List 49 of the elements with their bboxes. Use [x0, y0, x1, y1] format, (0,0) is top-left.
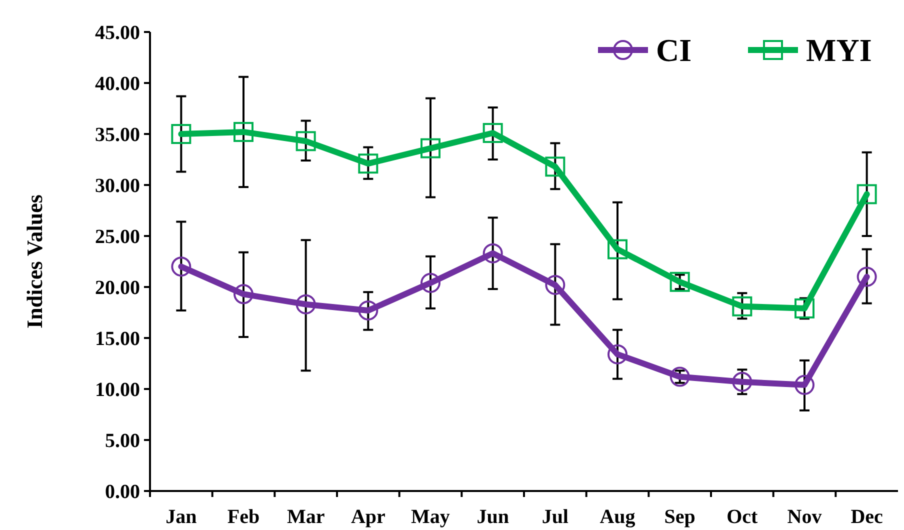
point: [358, 300, 378, 320]
point: [608, 239, 628, 260]
x-tick-label: Mar: [286, 506, 325, 528]
point: [794, 374, 814, 395]
y-tick-label: 15.00: [95, 328, 140, 350]
y-tick-label: 0.00: [105, 481, 140, 503]
y-axis-title: Indices Values: [22, 194, 47, 328]
x-tick-label: Jan: [166, 506, 197, 528]
x-tick-label: Dec: [850, 506, 884, 528]
x-tick-label: Jun: [476, 506, 509, 528]
x-tick-label: Oct: [726, 506, 758, 528]
y-tick-label: 25.00: [95, 226, 140, 248]
x-tick-label: Jul: [542, 506, 569, 528]
point: [296, 294, 316, 314]
point: [732, 296, 752, 316]
y-tick-label: 35.00: [95, 124, 140, 146]
x-tick-label: Aug: [600, 506, 636, 528]
point: [794, 298, 814, 318]
point: [545, 274, 566, 295]
x-tick-label: Apr: [350, 506, 386, 528]
x-tick-label: Nov: [787, 506, 822, 528]
point: [420, 138, 440, 158]
point: [670, 272, 690, 292]
point: [856, 266, 877, 287]
legend-label: MYI: [806, 32, 872, 68]
y-tick-label: 30.00: [95, 175, 140, 197]
y-tick-label: 10.00: [95, 379, 140, 401]
point: [856, 184, 877, 204]
y-tick-label: 5.00: [105, 430, 140, 452]
y-tick-label: 45.00: [95, 22, 140, 44]
point: [545, 156, 566, 177]
point: [296, 131, 316, 152]
x-tick-label: Feb: [227, 506, 260, 528]
point: [171, 256, 192, 277]
point: [234, 284, 254, 304]
point: [608, 344, 628, 364]
point: [171, 124, 192, 144]
y-tick-label: 40.00: [95, 73, 140, 95]
point: [420, 272, 440, 293]
point: [732, 372, 752, 392]
point: [670, 366, 690, 387]
point: [482, 243, 503, 264]
x-tick-label: Sep: [664, 506, 696, 528]
point: [358, 154, 378, 174]
point: [234, 122, 254, 142]
x-tick-label: May: [411, 506, 450, 528]
y-tick-label: 20.00: [95, 277, 140, 299]
point: [482, 122, 503, 143]
legend-label: CI: [656, 32, 692, 68]
